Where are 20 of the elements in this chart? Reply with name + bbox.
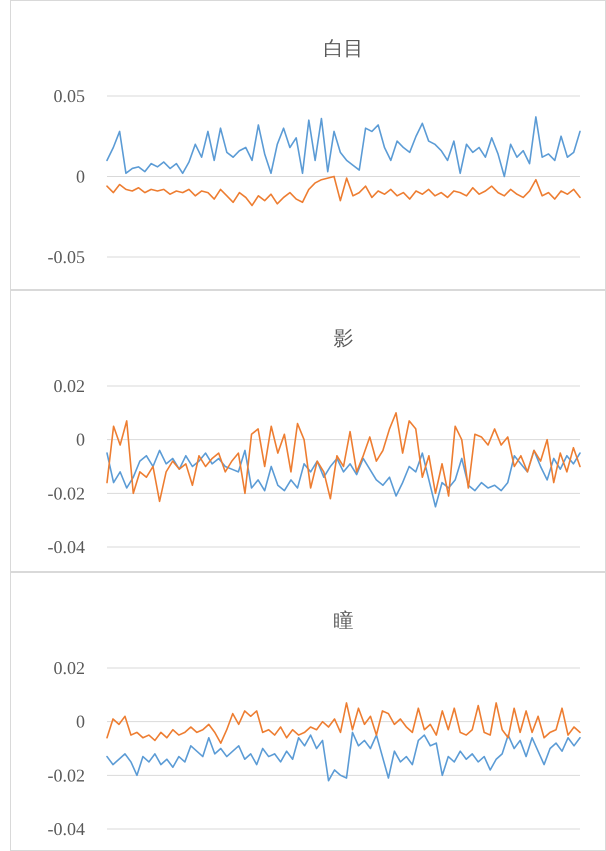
y-tick-label: -0.04 xyxy=(48,819,85,839)
y-tick-label: 0 xyxy=(76,430,85,450)
y-tick-label: 0.02 xyxy=(54,376,85,396)
y-tick-label: 0.05 xyxy=(54,86,85,106)
y-tick-label: 0 xyxy=(76,712,85,732)
line-series xyxy=(106,450,581,508)
line-series xyxy=(106,732,581,782)
line-series xyxy=(106,412,581,502)
y-tick-label: 0 xyxy=(76,166,85,186)
y-tick-label: -0.04 xyxy=(48,537,85,557)
y-tick-label: 0.02 xyxy=(54,658,85,678)
chart-title: 影 xyxy=(334,328,354,350)
chart-title: 瞳 xyxy=(334,610,354,632)
y-tick-label: -0.02 xyxy=(48,765,85,786)
chart-title: 白目 xyxy=(324,38,364,60)
y-tick-label: -0.05 xyxy=(48,247,85,267)
y-tick-label: -0.02 xyxy=(48,483,85,504)
line-series xyxy=(106,116,581,178)
line-series xyxy=(106,702,581,744)
line-series xyxy=(106,176,581,206)
